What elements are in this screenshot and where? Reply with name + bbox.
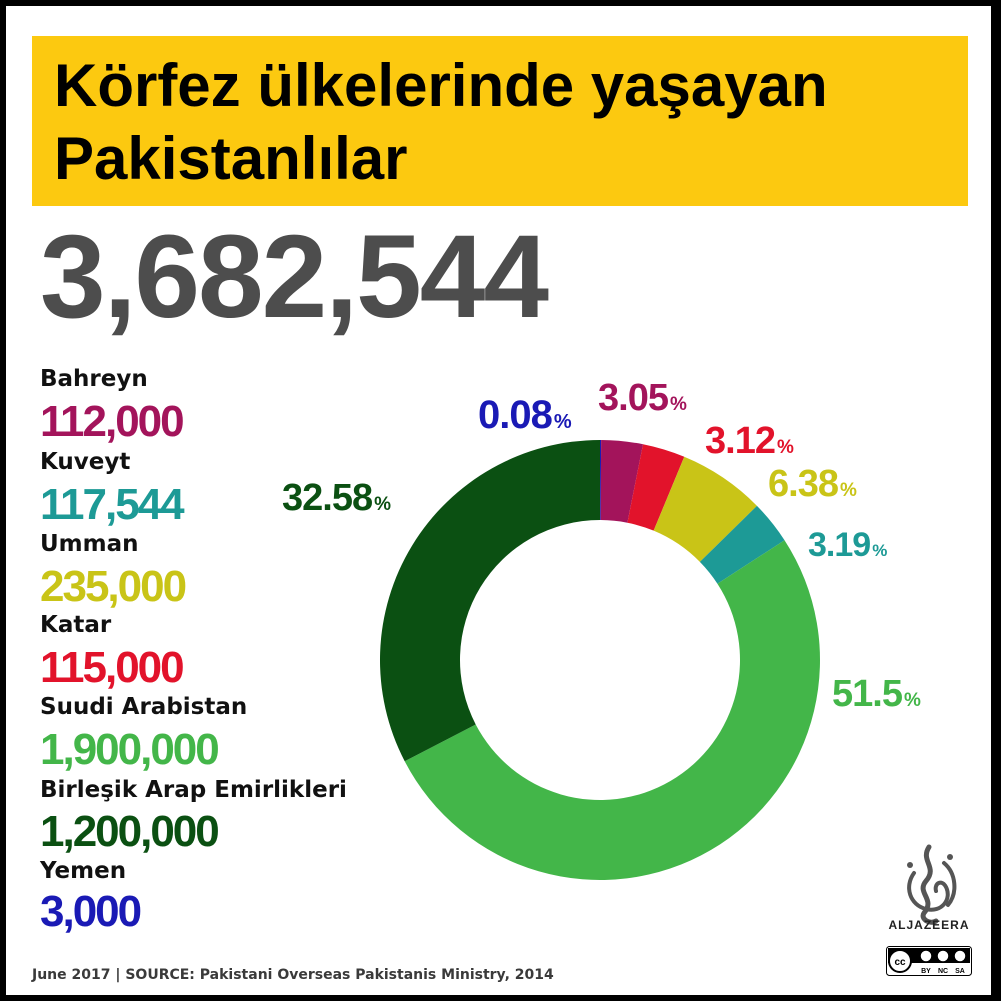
percent-unit: %	[374, 494, 391, 515]
percent-unit: %	[840, 480, 857, 501]
creative-commons-badge: cc BY NC SA	[886, 946, 972, 976]
country-label-umman: Umman	[40, 531, 139, 557]
slice-label-katar: 3.12%	[705, 420, 794, 462]
slice-label-birle-ik-arap-emirlikleri: 32.58%	[282, 477, 391, 519]
aljazeera-logo	[907, 844, 957, 925]
country-value-bae: 1,200,000	[40, 807, 220, 856]
slice-birle-ik-arap-emirlikleri	[379, 440, 600, 762]
country-value-katar: 115,000	[40, 643, 185, 692]
slice-suudi-arabistan	[404, 540, 820, 880]
percent-unit: %	[904, 690, 921, 711]
percent-unit: %	[670, 394, 687, 415]
title-line-1: Körfez ülkelerinde yaşayan	[54, 52, 828, 119]
slice-label-umman: 6.38%	[768, 463, 857, 505]
country-value-kuveyt: 117,544	[40, 480, 185, 529]
country-label-yemen: Yemen	[40, 858, 127, 884]
percent-unit: %	[777, 437, 794, 458]
percent-unit: %	[554, 411, 572, 433]
country-label-suudi-arabistan: Suudi Arabistan	[40, 694, 248, 720]
cc-nc-label: NC	[938, 968, 948, 975]
country-label-kuveyt: Kuveyt	[40, 449, 131, 475]
aljazeera-wordmark: ALJAZEERA	[888, 918, 970, 932]
slice-kuveyt	[699, 505, 785, 584]
slice-label-kuveyt: 3.19%	[808, 526, 887, 564]
country-value-suudi-arabistan: 1,900,000	[40, 725, 220, 774]
slice-yemen	[600, 440, 602, 521]
country-value-umman: 235,000	[40, 562, 187, 611]
source-footer: June 2017 | SOURCE: Pakistani Overseas P…	[32, 967, 554, 983]
slice-bahreyn	[600, 440, 644, 523]
cc-by-label: BY	[921, 968, 931, 975]
slice-label-suudi-arabistan: 51.5%	[832, 673, 921, 715]
title-line-2: Pakistanlılar	[54, 125, 408, 192]
svg-text:cc: cc	[894, 957, 906, 968]
country-label-bahreyn: Bahreyn	[40, 366, 148, 392]
country-value-bahreyn: 112,000	[40, 397, 185, 446]
percent-unit: %	[872, 541, 887, 560]
country-label-bae: Birleşik Arap Emirlikleri	[40, 777, 347, 803]
cc-sa-label: SA	[955, 968, 965, 975]
total-population: 3,682,544	[40, 211, 549, 343]
slice-katar	[627, 444, 685, 531]
slice-umman	[653, 456, 757, 562]
slice-label-bahreyn: 3.05%	[598, 377, 687, 419]
country-label-katar: Katar	[40, 612, 112, 638]
country-value-yemen: 3,000	[40, 887, 142, 936]
title-banner: Körfez ülkelerinde yaşayan Pakistanlılar	[32, 36, 968, 206]
slice-label-yemen: 0.08%	[478, 393, 572, 437]
